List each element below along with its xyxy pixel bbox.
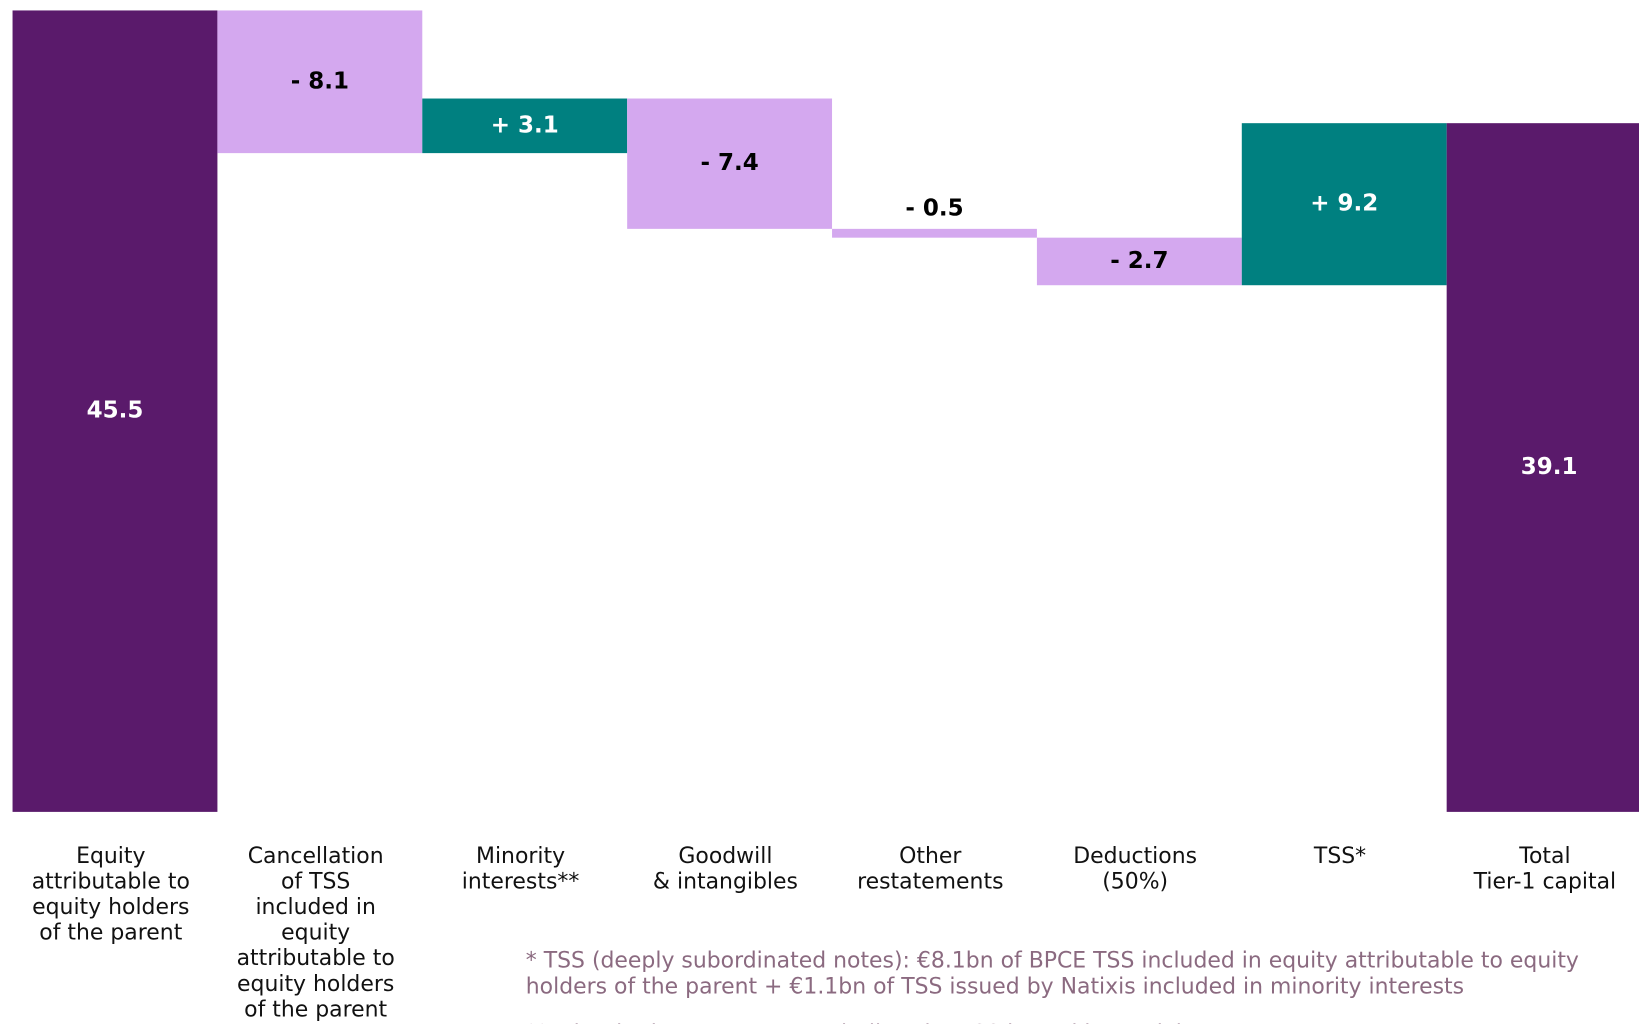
category-label: Tier-1 capital [1473,869,1616,894]
value-label: - 2.7 [1110,248,1168,274]
category-label: Equity [76,844,145,869]
bar [627,98,833,229]
category-label: (50%) [1102,869,1168,894]
category-label: restatements [857,869,1003,894]
category-label: of the parent [244,997,387,1022]
bar [422,98,628,154]
category-label: equity [281,921,350,946]
bar [217,10,423,154]
category-label: Total [1518,844,1570,869]
footnote: holders of the parent + €1.1bn of TSS is… [526,974,1464,999]
category-label: Goodwill [678,844,772,869]
category-label: equity holders [237,972,394,997]
bar [1446,123,1639,812]
value-label: - 0.5 [905,196,963,222]
category-label: interests** [462,869,580,894]
value-label: - 8.1 [291,68,349,94]
value-label: 45.5 [87,398,144,424]
category-label: attributable to [32,869,190,894]
category-label: Deductions [1073,844,1197,869]
category-label: of TSS [281,869,350,894]
footnote: * TSS (deeply subordinated notes): €8.1b… [526,948,1579,973]
category-label: Other [899,844,962,869]
bar [12,10,218,812]
value-label: 39.1 [1521,454,1578,480]
category-label: included in [255,895,375,920]
bar [1036,237,1242,286]
category-label: of the parent [39,921,182,946]
category-label: equity holders [32,895,189,920]
footnote: ** Minority interests net, excluding the… [526,1021,1194,1024]
category-label: TSS* [1313,844,1366,869]
category-label: attributable to [237,946,395,971]
bar [1241,123,1447,286]
bar [832,228,1037,238]
value-label: + 3.1 [491,112,559,138]
category-label: Cancellation [248,844,384,869]
value-label: - 7.4 [700,150,758,176]
category-label: & intangibles [653,869,798,894]
category-label: Minority [476,844,565,869]
value-label: + 9.2 [1310,191,1378,217]
